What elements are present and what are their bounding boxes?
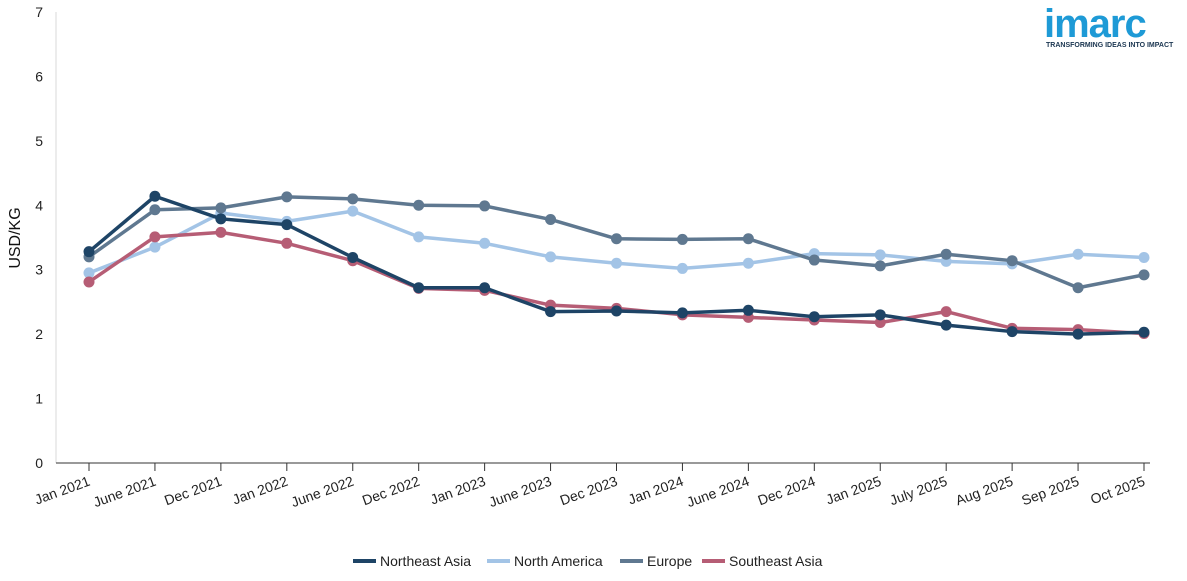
y-tick-label: 6 (35, 68, 43, 84)
y-tick-label: 0 (35, 455, 43, 471)
legend-label: Northeast Asia (380, 553, 471, 569)
y-tick-label: 4 (35, 197, 43, 213)
data-point-northeast-asia (940, 319, 952, 331)
data-point-europe (347, 193, 359, 205)
x-tick-label: Aug 2025 (953, 473, 1015, 509)
x-tick-label: Dec 2021 (162, 473, 224, 509)
data-point-southeast-asia (83, 276, 95, 288)
y-axis-title: USD/KG (7, 207, 24, 268)
series-line-southeast-asia (88, 230, 1145, 336)
data-point-north-america (1072, 248, 1084, 260)
x-tick-label: June 2021 (91, 473, 158, 510)
data-point-europe (611, 233, 622, 245)
data-point-north-america (874, 249, 886, 261)
series-northeast-asia (83, 190, 1150, 340)
x-tick-label: June 2022 (289, 473, 356, 510)
legend-item-north-america: North America (487, 553, 603, 569)
data-point-north-america (545, 251, 557, 263)
x-tick-label: Oct 2025 (1088, 473, 1147, 508)
data-point-southeast-asia (940, 306, 952, 318)
data-point-northeast-asia (83, 246, 95, 258)
data-point-northeast-asia (479, 282, 491, 294)
legend-label: Europe (647, 553, 692, 569)
y-tick-label: 3 (35, 262, 43, 278)
legend-label: Southeast Asia (729, 553, 823, 569)
series-layer (83, 190, 1150, 340)
x-tick-label: Jan 2023 (428, 473, 488, 508)
x-tick-label: Dec 2024 (756, 473, 818, 509)
data-point-northeast-asia (742, 304, 754, 316)
data-point-north-america (611, 257, 622, 269)
y-tick-label: 7 (35, 4, 43, 20)
data-point-europe (874, 260, 886, 272)
data-point-northeast-asia (149, 190, 161, 202)
legend-item-europe: Europe (620, 553, 692, 569)
legend-item-northeast-asia: Northeast Asia (353, 553, 471, 569)
x-tick-label: July 2025 (887, 473, 949, 509)
logo-tagline: TRANSFORMING IDEAS INTO IMPACT (1046, 42, 1174, 49)
x-tick-label: Sep 2025 (1019, 473, 1081, 509)
data-point-europe (1006, 255, 1018, 267)
legend-label: North America (514, 553, 603, 569)
data-point-northeast-asia (347, 251, 359, 263)
data-point-europe (479, 200, 491, 212)
x-tick-label: Jan 2025 (824, 473, 884, 508)
data-point-north-america (1138, 251, 1150, 263)
data-point-europe (742, 233, 754, 245)
data-point-northeast-asia (1072, 328, 1084, 340)
data-point-northeast-asia (413, 282, 425, 294)
x-tick-label: Jan 2022 (230, 473, 290, 508)
legend-item-southeast-asia: Southeast Asia (702, 553, 823, 569)
y-axis: 0 1 2 3 4 5 6 7 (35, 4, 57, 471)
x-tick-label: June 2023 (487, 473, 554, 510)
data-point-northeast-asia (808, 311, 820, 323)
y-tick-label: 2 (35, 326, 43, 342)
data-point-southeast-asia (215, 226, 227, 238)
data-point-southeast-asia (149, 231, 161, 243)
x-tick-label: Dec 2023 (558, 473, 620, 509)
data-point-europe (281, 191, 293, 203)
data-point-northeast-asia (874, 309, 886, 321)
x-tick-label: Jan 2021 (32, 473, 92, 508)
data-point-europe (149, 204, 161, 216)
y-tick-label: 5 (35, 133, 43, 149)
data-point-europe (413, 199, 425, 211)
data-point-europe (545, 213, 557, 225)
data-point-europe (808, 254, 820, 266)
data-point-southeast-asia (874, 317, 886, 329)
data-point-northeast-asia (1006, 326, 1018, 338)
legend: Northeast Asia North America Europe Southea… (353, 553, 823, 569)
x-tick-label: Dec 2022 (360, 473, 422, 509)
data-point-northeast-asia (545, 306, 557, 318)
data-point-north-america (149, 241, 161, 253)
data-point-europe (215, 202, 227, 214)
y-tick-label: 1 (35, 391, 43, 407)
x-tick-label: June 2024 (684, 473, 751, 510)
data-point-europe (1138, 269, 1150, 281)
data-point-northeast-asia (215, 213, 227, 225)
x-tick-label: Jan 2024 (626, 473, 686, 508)
data-point-europe (676, 233, 688, 245)
data-point-northeast-asia (676, 307, 688, 319)
data-point-europe (940, 248, 952, 260)
data-point-north-america (479, 237, 491, 249)
logo-wordmark: imarc (1044, 2, 1147, 46)
data-point-southeast-asia (281, 237, 293, 249)
data-point-north-america (347, 205, 359, 217)
data-point-north-america (413, 231, 425, 243)
data-point-north-america (83, 267, 95, 279)
data-point-northeast-asia (611, 305, 622, 317)
imarc-logo: imarc TRANSFORMING IDEAS INTO IMPACT (1044, 2, 1173, 54)
series-europe (83, 191, 1150, 294)
data-point-north-america (676, 262, 688, 274)
data-point-northeast-asia (1138, 326, 1150, 338)
data-point-north-america (742, 257, 754, 269)
data-point-europe (1072, 282, 1084, 294)
x-axis: Jan 2021 June 2021 Dec 2021 Jan 2022 June 20… (32, 462, 1150, 510)
data-point-northeast-asia (281, 219, 293, 231)
